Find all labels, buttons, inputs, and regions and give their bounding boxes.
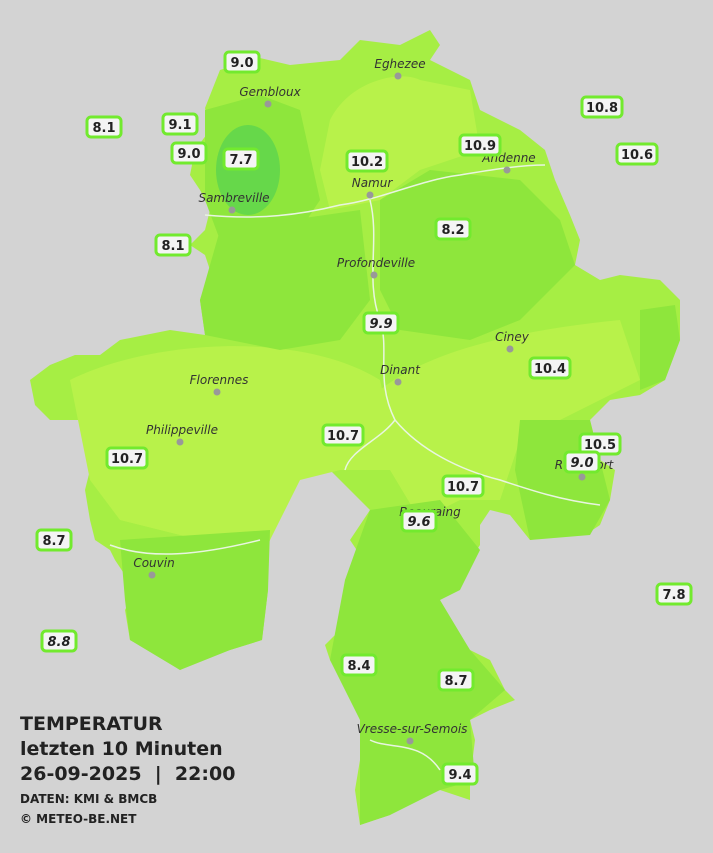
station-value: 8.8 (47, 635, 70, 650)
station-value: 10.8 (586, 101, 618, 116)
city-label: Dinant (380, 363, 421, 377)
station-box (85, 115, 123, 139)
station-value: 8.1 (161, 239, 184, 254)
city-dot (394, 378, 402, 386)
city-dot (366, 191, 374, 199)
station-box (400, 509, 438, 533)
city-dot (264, 100, 272, 108)
station-box (362, 311, 400, 335)
station-value: 8.4 (347, 659, 370, 674)
city-dot (406, 737, 414, 745)
station-box (340, 653, 378, 677)
station-value: 9.9 (369, 317, 392, 332)
station-box (40, 629, 78, 653)
city-dot (370, 271, 378, 279)
city-dot (176, 438, 184, 446)
city-label: Philippeville (146, 423, 218, 437)
station-value: 10.2 (351, 155, 383, 170)
station-value: 8.7 (444, 674, 467, 689)
station-value: 10.6 (621, 148, 653, 163)
legend-copyright: © METEO-BE.NET (20, 812, 137, 826)
station-value: 9.0 (177, 147, 200, 162)
station-box (528, 356, 572, 380)
station-value: 10.4 (534, 362, 566, 377)
station-box (458, 133, 502, 157)
city-dot (506, 345, 514, 353)
station-value: 9.0 (570, 456, 593, 471)
city-label: Ciney (495, 330, 530, 344)
legend-datetime: 26-09-2025 | 22:00 (20, 763, 235, 785)
station-value: 9.1 (168, 118, 191, 133)
station-box (441, 762, 479, 786)
station-value: 10.7 (447, 480, 479, 495)
city-label: Sambreville (198, 191, 269, 205)
cool-zone (120, 95, 680, 825)
city-dot (503, 166, 511, 174)
city-label: Eghezee (374, 57, 425, 71)
station-value: 7.7 (229, 153, 252, 168)
station-value: 8.7 (42, 534, 65, 549)
warm-zone (70, 76, 640, 541)
city-label: Profondeville (337, 256, 415, 270)
station-value: 10.5 (584, 438, 616, 453)
station-value: 10.9 (464, 139, 496, 154)
station-value: 10.7 (327, 429, 359, 444)
city-dot (578, 473, 586, 481)
legend: TEMPERATUR letzten 10 Minuten 26-09-2025… (20, 713, 235, 826)
city-label: Gembloux (239, 85, 301, 99)
station-value: 7.8 (662, 588, 685, 603)
city-dot (148, 571, 156, 579)
station-value: 9.4 (448, 768, 471, 783)
station-value: 9.0 (230, 56, 253, 71)
station-box (222, 147, 260, 171)
legend-source: DATEN: KMI & BMCB (20, 792, 157, 806)
station-box (655, 582, 693, 606)
station-value: 8.1 (92, 121, 115, 136)
station-box (105, 446, 149, 470)
city-label: Florennes (190, 373, 249, 387)
station-box (437, 668, 475, 692)
station-box (321, 423, 365, 447)
station-box (161, 112, 199, 136)
city-label: Vresse-sur-Semois (357, 722, 468, 736)
city-label: Namur (352, 176, 394, 190)
city-dot (213, 388, 221, 396)
legend-title: TEMPERATUR (20, 713, 163, 735)
station-value: 10.7 (111, 452, 143, 467)
station-box (154, 233, 192, 257)
station-box (563, 450, 601, 474)
station-box (580, 95, 624, 119)
rivers (109, 164, 601, 771)
city-dot (394, 72, 402, 80)
station-box (345, 149, 389, 173)
station-box (434, 217, 472, 241)
station-box (170, 141, 208, 165)
city-label: Couvin (133, 556, 174, 570)
station-value: 8.2 (441, 223, 464, 238)
station-box (223, 50, 261, 74)
station-box (615, 142, 659, 166)
station-box (35, 528, 73, 552)
legend-subtitle: letzten 10 Minuten (20, 738, 223, 760)
station-value: 9.6 (407, 515, 430, 530)
station-layer: 9.0 8.1 9.1 9.0 7.7 10.2 10.9 10.8 10.6 8.1 8.2 9.9… (35, 50, 693, 786)
station-box (441, 474, 485, 498)
city-dot (228, 206, 236, 214)
